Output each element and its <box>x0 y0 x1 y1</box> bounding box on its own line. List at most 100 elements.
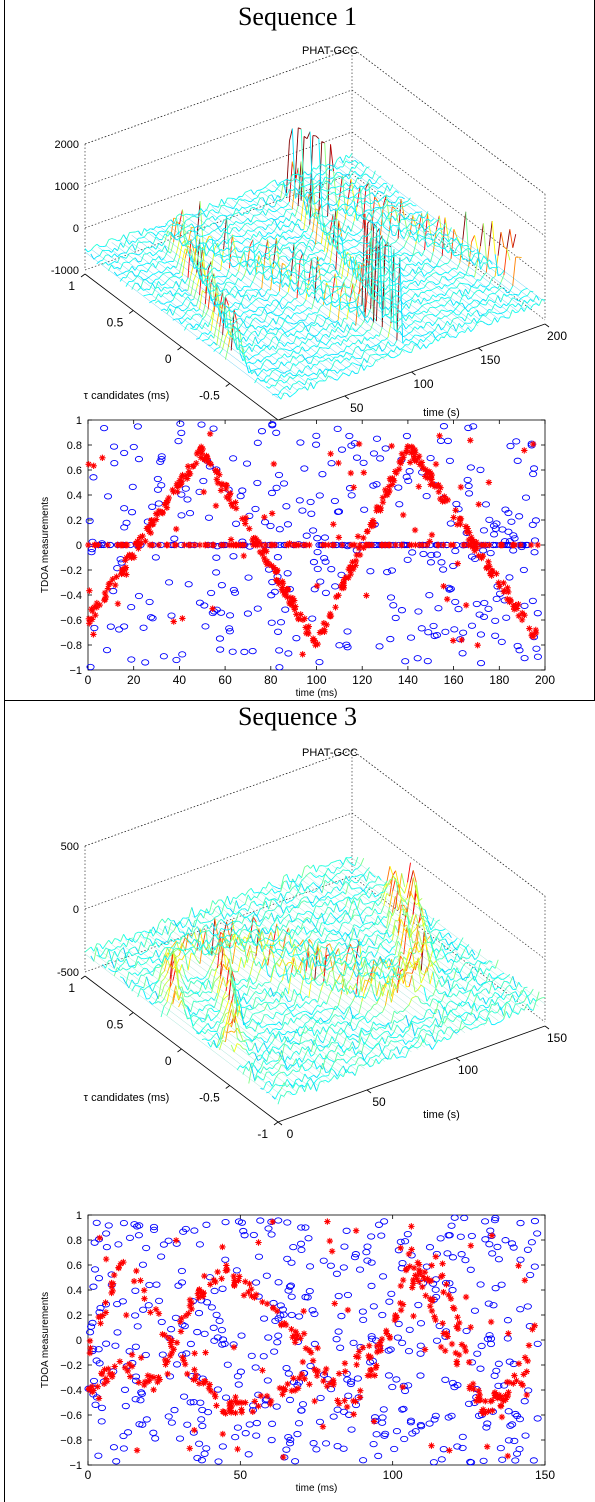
measurement-marker <box>223 493 230 501</box>
mesh-segment <box>235 199 240 205</box>
measurement-marker <box>261 547 268 554</box>
mesh-segment <box>411 1037 415 1042</box>
mesh-segment <box>345 154 350 159</box>
mesh-segment <box>202 274 207 278</box>
mesh-segment <box>311 323 315 327</box>
mesh-segment <box>298 127 302 130</box>
clutter-marker <box>327 460 336 467</box>
measurement-marker <box>190 462 197 470</box>
mesh-segment <box>328 357 332 362</box>
mesh-segment <box>417 1045 421 1049</box>
mesh-segment <box>448 227 452 236</box>
mesh-segment <box>164 227 169 233</box>
clutter-marker <box>109 587 118 595</box>
mesh-segment <box>471 235 475 243</box>
mesh-segment <box>269 318 274 324</box>
mesh-segment <box>372 1058 377 1066</box>
mesh-segment <box>408 298 413 301</box>
mesh-segment <box>226 277 230 280</box>
mesh-segment <box>122 270 127 274</box>
mesh-segment <box>364 318 368 323</box>
mesh-segment <box>465 247 470 250</box>
mesh-segment <box>152 279 156 284</box>
clutter-marker <box>300 465 309 472</box>
mesh-segment <box>417 292 422 298</box>
mesh-segment <box>147 228 151 232</box>
measurement-marker <box>249 536 256 544</box>
mesh-segment <box>290 307 295 312</box>
mesh-segment <box>386 212 391 219</box>
measurement-marker <box>478 554 485 562</box>
measurement-marker <box>124 541 131 549</box>
mesh-segment <box>251 1067 256 1081</box>
mesh-segment <box>308 332 312 336</box>
mesh-segment <box>332 286 336 288</box>
clutter-marker <box>321 558 330 565</box>
mesh-segment <box>371 222 375 224</box>
mesh-segment <box>397 219 402 227</box>
mesh-segment <box>275 348 279 354</box>
measurement-marker <box>176 477 183 484</box>
mesh-segment <box>366 343 371 349</box>
mesh-segment <box>319 372 323 374</box>
mesh-segment <box>433 230 438 236</box>
mesh-segment <box>435 260 440 267</box>
clutter-marker <box>403 556 412 564</box>
measurement-marker <box>229 502 236 510</box>
mesh-segment <box>479 1004 484 1007</box>
mesh-segment <box>315 135 320 140</box>
mesh-segment <box>318 215 322 218</box>
mesh-segment <box>338 296 342 300</box>
mesh-segment <box>447 309 451 312</box>
mesh-segment <box>242 336 247 342</box>
measurement-marker <box>186 470 194 478</box>
mesh-segment <box>338 286 342 288</box>
measurement-marker <box>200 488 207 496</box>
measurement-marker <box>282 587 290 594</box>
clutter-marker <box>87 545 97 553</box>
mesh-segment <box>296 304 300 307</box>
mesh-segment <box>205 236 210 243</box>
mesh-segment <box>371 249 375 255</box>
mesh-segment <box>424 262 428 265</box>
mesh-segment <box>409 255 414 263</box>
mesh-segment <box>429 301 433 304</box>
mesh-segment <box>344 293 348 296</box>
measurement-marker <box>437 495 444 503</box>
mesh-segment <box>331 1049 335 1053</box>
mesh-segment <box>500 991 505 998</box>
mesh-segment <box>367 291 372 297</box>
clutter-marker <box>110 460 119 467</box>
clutter-marker <box>501 506 510 513</box>
mesh-segment <box>461 1025 466 1030</box>
mesh-segment <box>322 1079 326 1082</box>
mesh-segment <box>393 1020 398 1024</box>
mesh-segment <box>299 280 304 290</box>
measurement-marker <box>214 468 221 475</box>
clutter-marker <box>383 568 392 576</box>
mesh-segment <box>265 208 270 216</box>
mesh-segment <box>447 258 452 264</box>
mesh-segment <box>351 196 355 198</box>
mesh-segment <box>320 257 325 261</box>
mesh-segment <box>282 295 286 299</box>
mesh-segment <box>274 187 279 192</box>
measurement-marker <box>474 642 481 649</box>
mesh-segment <box>214 254 219 257</box>
mesh-segment <box>349 334 353 338</box>
clutter-marker <box>507 518 516 525</box>
mesh-crossline <box>98 247 292 394</box>
mesh-segment <box>137 269 142 277</box>
mesh-segment <box>351 182 355 185</box>
mesh-segment <box>152 273 156 275</box>
mesh-segment <box>400 280 404 286</box>
measurement-marker <box>159 508 166 516</box>
mesh-segment <box>282 273 286 281</box>
mesh-segment <box>278 313 283 317</box>
clutter-marker <box>268 421 277 428</box>
measurement-marker <box>148 517 155 524</box>
mesh-segment <box>327 144 332 217</box>
measurement-marker <box>465 536 473 544</box>
mesh-segment <box>423 272 428 277</box>
mesh-segment <box>298 1085 302 1088</box>
